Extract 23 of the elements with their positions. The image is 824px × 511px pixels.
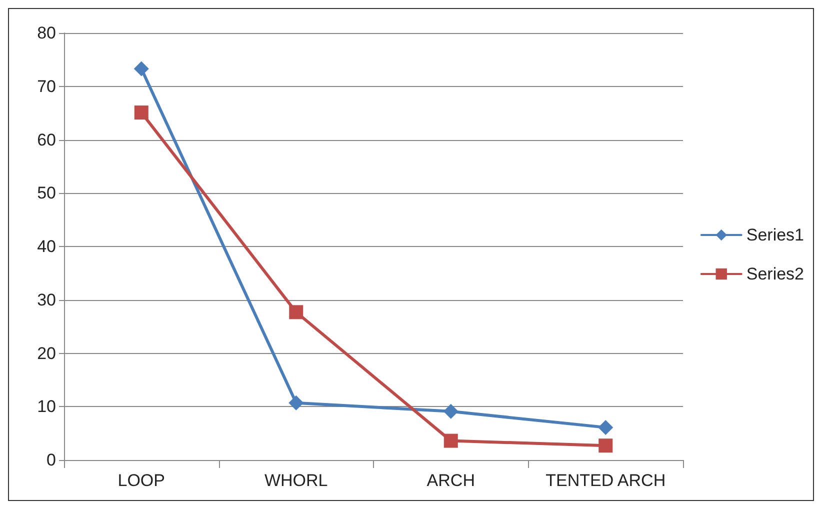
legend-label: Series2 — [746, 264, 804, 284]
y-tick-label: 80 — [37, 24, 56, 42]
point — [444, 434, 458, 448]
y-tick-label: 50 — [37, 184, 56, 203]
y-tick-label: 10 — [37, 397, 56, 416]
y-tick-label: 30 — [37, 290, 56, 310]
x-tick-label: LOOP — [118, 471, 165, 490]
point — [598, 420, 614, 435]
point — [134, 106, 148, 120]
y-tick-label: 70 — [37, 76, 56, 96]
y-tick-label: 0 — [46, 450, 56, 470]
x-tick-label: TENTED ARCH — [546, 471, 666, 490]
point — [288, 395, 304, 410]
point — [443, 404, 458, 419]
point — [134, 61, 149, 76]
x-tick-label: WHORL — [264, 471, 328, 490]
point — [598, 438, 613, 453]
point — [289, 305, 304, 320]
legend-label: Series1 — [746, 226, 804, 244]
y-tick-label: 60 — [37, 130, 56, 150]
y-tick-label: 40 — [37, 237, 56, 256]
x-tick-label: ARCH — [426, 471, 475, 490]
y-tick-label: 20 — [37, 344, 56, 363]
